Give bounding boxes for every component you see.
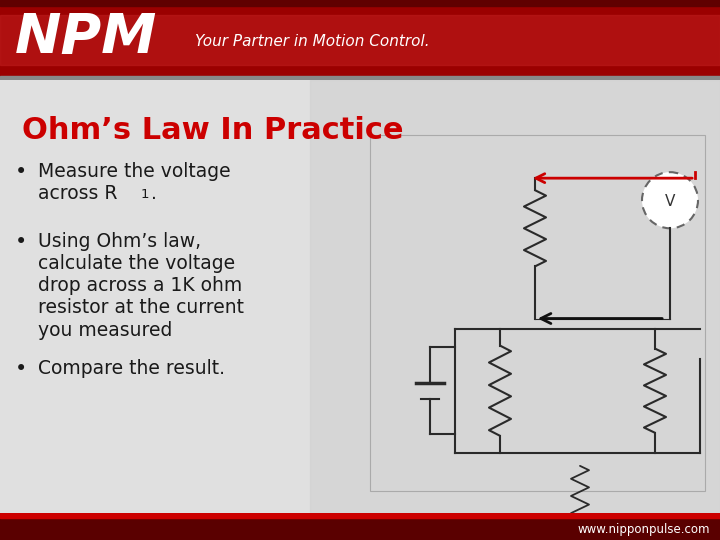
Text: calculate the voltage: calculate the voltage	[38, 254, 235, 273]
Bar	[0, 0, 720, 6]
Text: drop across a 1K ohm: drop across a 1K ohm	[38, 276, 242, 295]
Bar	[0, 76, 720, 80]
Text: Using Ohm’s law,: Using Ohm’s law,	[38, 232, 201, 251]
Text: •: •	[15, 359, 27, 379]
Text: •: •	[15, 232, 27, 252]
Text: •: •	[15, 162, 27, 182]
Text: .: .	[151, 184, 157, 203]
Text: NPM: NPM	[15, 11, 158, 65]
Text: Compare the result.: Compare the result.	[38, 359, 225, 377]
Bar	[310, 80, 720, 513]
Text: Ohm’s Law In Practice: Ohm’s Law In Practice	[22, 116, 403, 145]
Bar	[370, 135, 705, 491]
Text: Measure the voltage: Measure the voltage	[38, 162, 230, 181]
Text: resistor at the current: resistor at the current	[38, 299, 244, 318]
Bar	[0, 513, 720, 518]
Text: 1: 1	[141, 188, 150, 201]
Text: Your Partner in Motion Control.: Your Partner in Motion Control.	[195, 35, 430, 50]
Circle shape	[642, 172, 698, 228]
Text: www.nipponpulse.com: www.nipponpulse.com	[577, 523, 710, 537]
Text: you measured: you measured	[38, 321, 172, 340]
Text: across R: across R	[38, 184, 117, 203]
Bar	[0, 15, 720, 65]
Text: V: V	[665, 194, 675, 209]
